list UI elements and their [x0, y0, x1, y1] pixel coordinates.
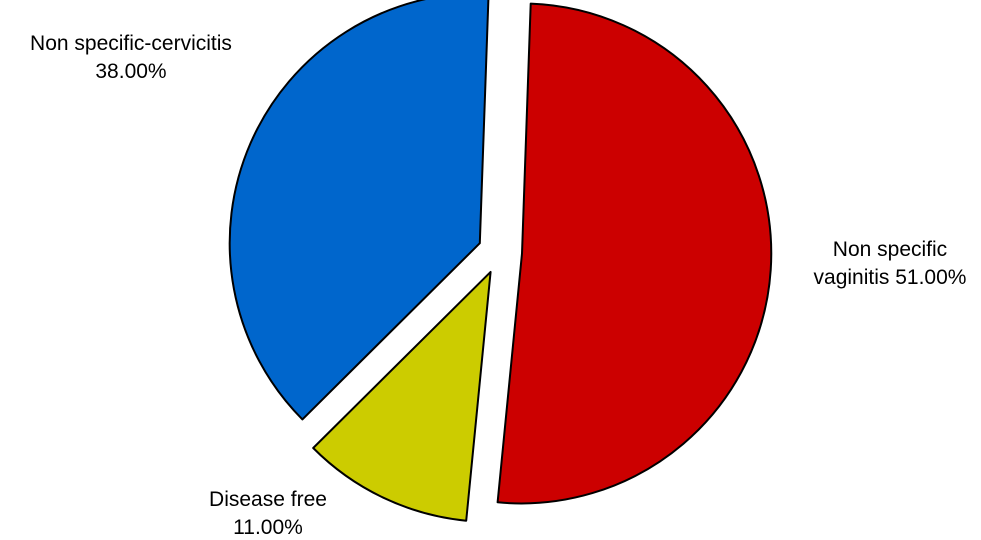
slice-label-line: Non specific-cervicitis — [30, 32, 232, 55]
slice-label-line: 38.00% — [95, 60, 167, 83]
pie-slice-disease-free — [312, 270, 492, 522]
slice-label-line: vaginitis 51.00% — [813, 266, 967, 289]
slice-label-line: Disease free — [209, 488, 327, 511]
pie-slice-non-specific-vaginitis — [496, 2, 773, 505]
slice-label-line: 11.00% — [233, 516, 303, 539]
slice-label-non-specific-vaginitis: Non specific vaginitis 51.00% — [800, 236, 980, 292]
slice-label-non-specific-cervicitis: Non specific-cervicitis 38.00% — [0, 30, 262, 86]
slice-label-line: Non specific — [832, 238, 948, 261]
pie-slice-non-specific-cervicitis — [228, 0, 490, 421]
slice-label-disease-free: Disease free 11.00% — [168, 486, 368, 540]
